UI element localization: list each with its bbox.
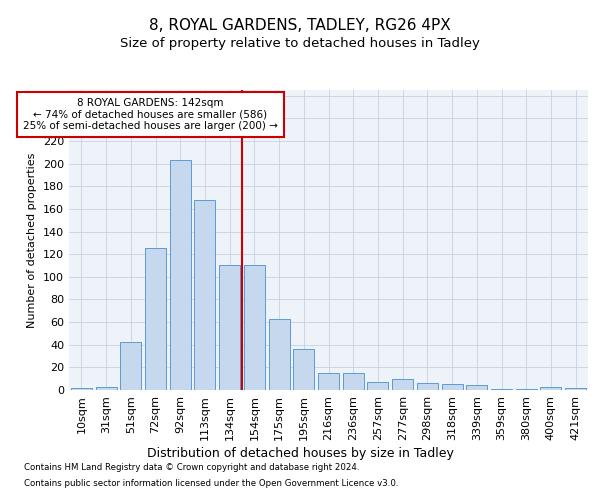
Bar — [343, 373, 364, 390]
Bar — [293, 349, 314, 390]
Bar — [466, 386, 487, 390]
Bar — [269, 318, 290, 390]
Text: Distribution of detached houses by size in Tadley: Distribution of detached houses by size … — [146, 448, 454, 460]
Text: Contains public sector information licensed under the Open Government Licence v3: Contains public sector information licen… — [24, 478, 398, 488]
Text: Contains HM Land Registry data © Crown copyright and database right 2024.: Contains HM Land Registry data © Crown c… — [24, 464, 359, 472]
Bar — [71, 388, 92, 390]
Bar — [392, 378, 413, 390]
Bar — [145, 248, 166, 390]
Text: 8 ROYAL GARDENS: 142sqm
← 74% of detached houses are smaller (586)
25% of semi-d: 8 ROYAL GARDENS: 142sqm ← 74% of detache… — [23, 98, 278, 131]
Bar — [442, 384, 463, 390]
Bar — [541, 386, 562, 390]
Bar — [194, 200, 215, 390]
Bar — [318, 373, 339, 390]
Y-axis label: Number of detached properties: Number of detached properties — [28, 152, 37, 328]
Bar — [170, 160, 191, 390]
Bar — [516, 389, 537, 390]
Bar — [417, 383, 438, 390]
Bar — [244, 266, 265, 390]
Bar — [565, 388, 586, 390]
Bar — [367, 382, 388, 390]
Text: 8, ROYAL GARDENS, TADLEY, RG26 4PX: 8, ROYAL GARDENS, TADLEY, RG26 4PX — [149, 18, 451, 32]
Bar — [491, 389, 512, 390]
Bar — [95, 386, 116, 390]
Bar — [219, 266, 240, 390]
Text: Size of property relative to detached houses in Tadley: Size of property relative to detached ho… — [120, 38, 480, 51]
Bar — [120, 342, 141, 390]
